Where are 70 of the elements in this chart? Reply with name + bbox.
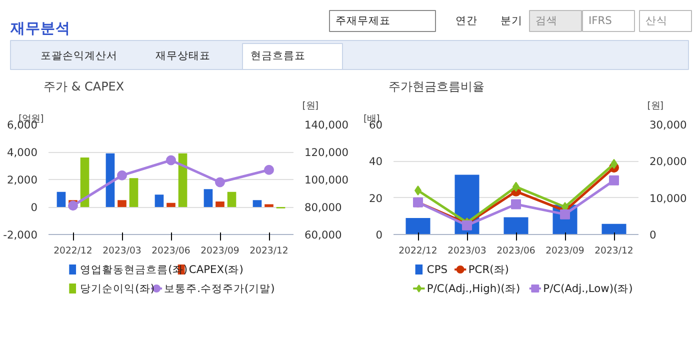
- y-tick-label: 0: [30, 201, 38, 214]
- point: [609, 175, 619, 186]
- x-tick-label: 2023/12: [250, 246, 288, 256]
- bar: [56, 192, 66, 207]
- bar: [178, 153, 188, 207]
- bar: [204, 189, 213, 207]
- text: 연간: [456, 14, 478, 27]
- x-tick-label: 2022/12: [54, 246, 92, 256]
- x-tick-label: 2023/03: [102, 246, 142, 256]
- legend-label: CAPEX(좌): [188, 263, 244, 276]
- x-tick-label: 2022/12: [398, 246, 438, 256]
- y2-axis-title: [원]: [647, 100, 664, 112]
- text: 주재무제표: [336, 14, 390, 27]
- legend-label: PCR(좌): [468, 263, 509, 276]
- x-tick-label: 2023/06: [496, 246, 536, 256]
- bar: [216, 202, 224, 207]
- y2-tick-label: 10,000: [650, 192, 688, 205]
- y-tick-label: 20: [368, 192, 383, 205]
- y2-tick-label: 120,000: [304, 146, 349, 159]
- legend-label: CPS: [426, 263, 448, 276]
- bar: [252, 200, 262, 207]
- point: [166, 155, 176, 166]
- x-tick-label: 2023/03: [448, 246, 486, 256]
- point: [117, 170, 127, 180]
- bar: [602, 224, 626, 234]
- bar: [118, 200, 126, 207]
- y-tick-label: 40: [368, 155, 383, 168]
- chart-title: 주가현금흐름비율: [388, 80, 484, 94]
- text: 산식: [646, 14, 668, 27]
- x-tick-label: 2023/12: [594, 246, 634, 256]
- bar: [106, 153, 115, 207]
- bar: [166, 202, 176, 207]
- point: [511, 199, 521, 210]
- y2-tick-label: 60,000: [304, 228, 342, 242]
- text: 재무상태표: [156, 49, 210, 62]
- bar: [154, 194, 164, 207]
- bar: [80, 158, 90, 207]
- point: [264, 164, 274, 175]
- text: 재무분석: [10, 20, 70, 37]
- y2-tick-label: 30,000: [650, 118, 688, 132]
- bar: [264, 204, 274, 207]
- point: [215, 177, 225, 188]
- y2-axis-title: [원]: [302, 100, 319, 112]
- legend-label: P/C(Adj.,Low)(좌): [543, 282, 633, 295]
- y-tick-label: 4,000: [6, 146, 38, 159]
- x-tick-label: 2023/06: [152, 246, 190, 256]
- x-tick-label: 2023/09: [546, 246, 584, 256]
- point: [68, 200, 78, 211]
- point: [414, 186, 422, 196]
- y-tick-label: 0: [376, 228, 383, 242]
- chart-title: 주가 & CAPEX: [44, 80, 124, 94]
- legend-label: 보통주.수정주가(기말): [164, 282, 275, 295]
- bar: [227, 192, 236, 207]
- bar: [504, 217, 528, 234]
- x-tick-label: 2023/09: [200, 246, 240, 256]
- text: 분기: [500, 14, 522, 27]
- y2-tick-label: 80,000: [304, 201, 342, 214]
- legend-label: P/C(Adj.,High)(좌): [426, 282, 520, 295]
- text: 포괄손익계산서: [40, 49, 118, 62]
- text: IFRS: [588, 14, 612, 27]
- bar: [406, 218, 430, 234]
- y-tick-label: -2,000: [3, 228, 38, 242]
- text: 현금흐름표: [250, 49, 306, 62]
- y2-tick-label: 100,000: [304, 174, 349, 186]
- y2-tick-label: 20,000: [650, 155, 688, 168]
- y-tick-label: 2,000: [6, 174, 38, 186]
- bar: [129, 178, 138, 207]
- y2-tick-label: 0: [650, 228, 656, 242]
- text: 검색: [536, 14, 558, 27]
- y2-tick-label: 140,000: [304, 118, 349, 132]
